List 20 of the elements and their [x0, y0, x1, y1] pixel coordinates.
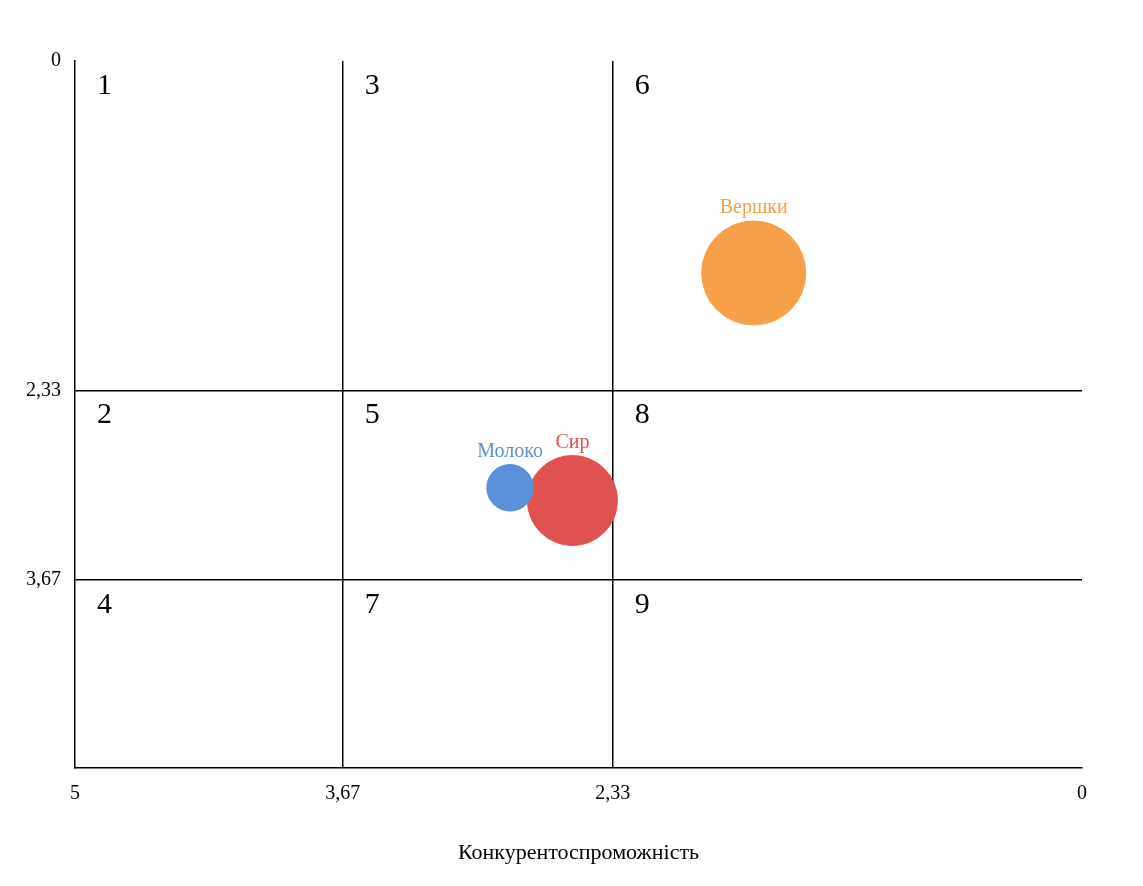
- annotation: 2: [97, 396, 112, 430]
- y-tick-label: 0: [51, 48, 61, 71]
- y-tick-label: 2,33: [26, 377, 61, 400]
- annotation: 1: [97, 66, 112, 100]
- series-label: Молоко: [477, 438, 543, 461]
- x-tick-label: 0: [1077, 780, 1087, 803]
- annotation: 4: [97, 585, 112, 619]
- annotation: 9: [634, 585, 650, 619]
- x-tick-label: 5: [70, 780, 80, 803]
- x-tick-label: 2,33: [595, 780, 631, 803]
- series-label: Сир: [555, 429, 590, 453]
- x-tick-label: 3,67: [325, 780, 361, 803]
- y-tick-label: 3,67: [26, 566, 61, 589]
- annotation: 3: [364, 66, 380, 100]
- annotation: 5: [364, 396, 380, 430]
- annotation: 6: [634, 66, 650, 100]
- x-axis-title: Конкурентоспроможність: [457, 838, 700, 864]
- annotation: 8: [634, 396, 650, 430]
- series-label: Вершки: [719, 195, 789, 219]
- annotation: 7: [364, 585, 380, 619]
